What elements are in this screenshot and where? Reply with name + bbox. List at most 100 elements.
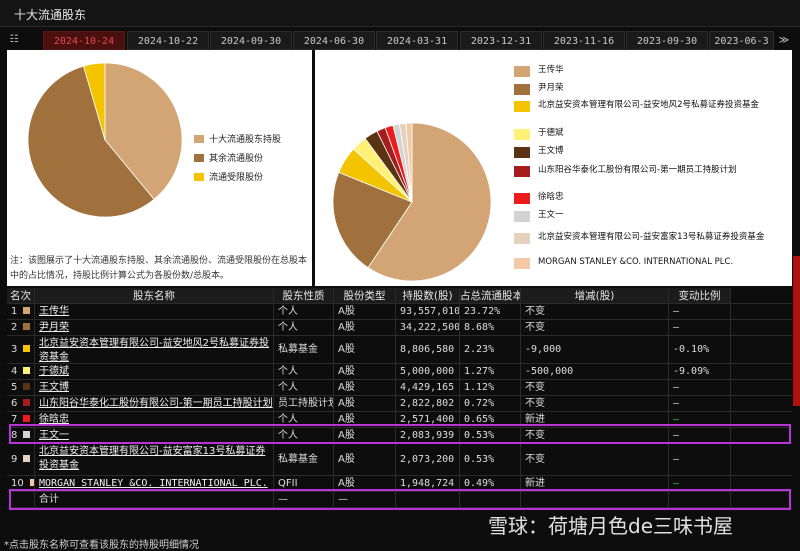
date-tab[interactable]: 2024-06-30 bbox=[293, 31, 375, 50]
legend-label: 北京益安资本管理有限公司-益安地风2号私募证券投资基金 bbox=[538, 100, 759, 110]
column-header[interactable]: 占总流通股本持股比例 bbox=[460, 288, 521, 303]
top-holders-pie bbox=[332, 122, 492, 282]
rank-cell: 4 bbox=[7, 364, 35, 379]
pct-cell: — bbox=[669, 476, 731, 491]
table-row[interactable]: 4 于德斌 个人 A股 5,000,000 1.27% -500,000 -9.09% bbox=[7, 364, 792, 380]
date-tab[interactable]: 2024-03-31 bbox=[376, 31, 458, 50]
list-menu-icon[interactable]: ☷ bbox=[9, 34, 19, 45]
shares-cell: 2,571,400 bbox=[396, 412, 460, 427]
total-cell: — bbox=[274, 492, 334, 507]
shareholder-name-link[interactable]: 徐晗忠 bbox=[39, 414, 69, 425]
column-header[interactable]: 股东性质 bbox=[274, 288, 334, 303]
table-row[interactable]: 9 北京益安资本管理有限公司-益安富家13号私募证券投资基金 私募基金 A股 2,073… bbox=[7, 444, 792, 476]
change-cell: 新进 bbox=[521, 412, 669, 427]
legend-item: 十大流通股东持股 bbox=[194, 132, 281, 145]
legend-item: 其余流通股份 bbox=[194, 151, 263, 164]
table-row[interactable]: 7 徐晗忠 个人 A股 2,571,400 0.65% 新进 — bbox=[7, 412, 792, 428]
rank-color-swatch bbox=[23, 399, 31, 406]
rank-cell: 3 bbox=[7, 336, 35, 363]
total-cell bbox=[396, 492, 460, 507]
legend-swatch bbox=[514, 193, 530, 204]
legend-swatch bbox=[194, 173, 204, 181]
column-header[interactable]: 股份类型 bbox=[334, 288, 396, 303]
column-header[interactable]: 名次 bbox=[7, 288, 35, 303]
column-header[interactable]: 变动比例 bbox=[669, 288, 731, 303]
rank-number: 2 bbox=[11, 322, 18, 333]
shareholder-name-link[interactable]: 山东阳谷华泰化工股份有限公司-第一期员工持股计划 bbox=[39, 398, 273, 409]
pie-slice-holder-10 bbox=[405, 122, 413, 203]
pie-slice-top10 bbox=[104, 62, 183, 200]
date-tab[interactable]: 2023-06-3 bbox=[709, 31, 774, 50]
column-header[interactable]: 持股数(股) bbox=[396, 288, 460, 303]
date-tab[interactable]: 2024-10-24 bbox=[43, 31, 125, 50]
legend-label: 王文博 bbox=[538, 146, 564, 156]
shareholder-name-link[interactable]: MORGAN STANLEY &CO. INTERNATIONAL PLC. bbox=[39, 478, 268, 489]
type-cell: A股 bbox=[334, 412, 396, 427]
nature-cell: 个人 bbox=[274, 364, 334, 379]
date-tab[interactable]: 2024-10-22 bbox=[127, 31, 209, 50]
rank-cell: 1 bbox=[7, 304, 35, 319]
legend-swatch bbox=[514, 147, 530, 158]
table-row[interactable]: 2 尹月荣 个人 A股 34,222,500 8.68% 不变 — bbox=[7, 320, 792, 336]
rank-cell: 2 bbox=[7, 320, 35, 335]
date-tab[interactable]: 2024-09-30 bbox=[210, 31, 292, 50]
shares-cell: 5,000,000 bbox=[396, 364, 460, 379]
share-structure-panel: 十大流通股东持股 其余流通股份流通受限股份 注：该图展示了十大流通股东持股、其余流… bbox=[7, 50, 312, 286]
shareholder-name-link[interactable]: 尹月荣 bbox=[39, 322, 69, 333]
name-cell: MORGAN STANLEY &CO. INTERNATIONAL PLC. bbox=[35, 476, 274, 491]
side-tab[interactable] bbox=[793, 256, 800, 406]
table-row[interactable]: 6 山东阳谷华泰化工股份有限公司-第一期员工持股计划 员工持股计划 A股 2,822,8… bbox=[7, 396, 792, 412]
shareholder-name-link[interactable]: 于德斌 bbox=[39, 366, 69, 377]
type-cell: A股 bbox=[334, 364, 396, 379]
legend-label: 山东阳谷华泰化工股份有限公司-第一期员工持股计划 bbox=[538, 165, 737, 175]
table-row[interactable]: 5 王文博 个人 A股 4,429,165 1.12% 不变 — bbox=[7, 380, 792, 396]
table-row[interactable]: 3 北京益安资本管理有限公司-益安地风2号私募证券投资基金 私募基金 A股 8,806,… bbox=[7, 336, 792, 364]
date-tab[interactable]: 2023-09-30 bbox=[626, 31, 708, 50]
shares-cell: 1,948,724 bbox=[396, 476, 460, 491]
legend-label: 流通受限股份 bbox=[209, 173, 264, 183]
shares-cell: 2,073,200 bbox=[396, 444, 460, 475]
pie-slice-holder-2 bbox=[332, 171, 413, 269]
rank-color-swatch bbox=[23, 323, 31, 330]
date-tab[interactable]: 2023-11-16 bbox=[543, 31, 625, 50]
column-header[interactable]: 增减(股) bbox=[521, 288, 669, 303]
legend-item: MORGAN STANLEY &CO. INTERNATIONAL PLC. bbox=[514, 257, 784, 279]
table-row[interactable]: 1 王传华 个人 A股 93,557,010 23.72% 不变 — bbox=[7, 304, 792, 320]
shareholder-name-link[interactable]: 北京益安资本管理有限公司-益安地风2号私募证券投资基金 bbox=[39, 338, 269, 363]
pct-cell: — bbox=[669, 320, 731, 335]
panel-title: 十大流通股东 bbox=[14, 8, 87, 22]
ratio-cell: 1.12% bbox=[460, 380, 521, 395]
pct-cell: -0.10% bbox=[669, 336, 731, 363]
legend-label: 尹月荣 bbox=[538, 83, 564, 93]
shareholder-name-link[interactable]: 北京益安资本管理有限公司-益安富家13号私募证券投资基金 bbox=[39, 446, 266, 471]
pct-cell: — bbox=[669, 380, 731, 395]
legend-item: 王文博 bbox=[514, 146, 784, 168]
rank-number: 6 bbox=[11, 398, 18, 409]
table-row[interactable]: 10 MORGAN STANLEY &CO. INTERNATIONAL PLC.… bbox=[7, 476, 792, 492]
rank-color-swatch bbox=[23, 455, 31, 462]
pct-cell: — bbox=[669, 304, 731, 319]
legend-label: 北京益安资本管理有限公司-益安富家13号私募证券投资基金 bbox=[538, 232, 765, 242]
rank-number: 5 bbox=[11, 382, 18, 393]
legend-item: 于德斌 bbox=[514, 128, 784, 150]
type-cell: A股 bbox=[334, 396, 396, 411]
nature-cell: 个人 bbox=[274, 412, 334, 427]
shares-cell: 2,083,939 bbox=[396, 428, 460, 443]
type-cell: A股 bbox=[334, 476, 396, 491]
date-tab[interactable]: 2023-12-31 bbox=[460, 31, 542, 50]
rank-number: 3 bbox=[11, 344, 18, 355]
rank-color-swatch bbox=[23, 367, 31, 374]
chart-note: 注：该图展示了十大流通股东持股、其余流通股份、流通受限股份在总股本中的占比情况，… bbox=[10, 256, 308, 281]
legend-swatch bbox=[514, 211, 530, 222]
shareholder-name-link[interactable]: 王传华 bbox=[39, 306, 69, 317]
shareholder-name-link[interactable]: 王文一 bbox=[39, 430, 69, 441]
more-tabs-icon[interactable]: ≫ bbox=[778, 35, 790, 46]
rank-number: 1 bbox=[11, 306, 18, 317]
change-cell: 不变 bbox=[521, 444, 669, 475]
rank-color-swatch bbox=[29, 479, 34, 486]
name-cell: 北京益安资本管理有限公司-益安地风2号私募证券投资基金 bbox=[35, 336, 274, 363]
nature-cell: 个人 bbox=[274, 304, 334, 319]
column-header[interactable]: 股东名称 bbox=[35, 288, 274, 303]
change-cell: -500,000 bbox=[521, 364, 669, 379]
shareholder-name-link[interactable]: 王文博 bbox=[39, 382, 69, 393]
